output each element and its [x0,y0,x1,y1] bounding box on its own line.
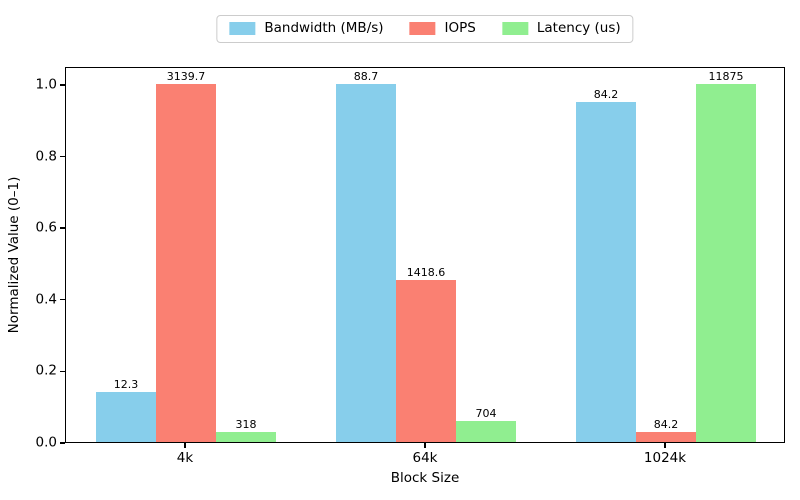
y-tick-label: 0.2 [35,362,57,379]
plot-area: 12.3 88.7 84.2 3139.7 1418.6 84.2 318 704 11875 [65,67,785,443]
y-axis-label: Normalized Value (0–1) [6,176,22,334]
x-tick-label-4k: 4k [176,450,194,466]
bar-latency-us-1024k [696,83,756,442]
x-axis-label: Block Size [390,470,460,486]
iops-swatch-icon [409,22,436,36]
bar-latency-us-4k [216,432,276,442]
y-tick-mark [60,84,65,86]
bar-value-label: 1418.6 [406,266,446,280]
y-tick-label: 0.8 [35,147,57,164]
y-tick-label: 0.6 [35,219,57,236]
bar-bandwidth-mb-s-64k [336,83,396,442]
x-tick-mark [184,443,186,448]
latency-swatch-icon [501,22,528,36]
bar-bandwidth-mb-s-1024k [576,102,636,442]
y-tick-mark [60,227,65,229]
y-tick-mark [60,155,65,158]
y-tick-mark [60,370,65,373]
bar-value-label: 84.2 [593,88,619,102]
bar-iops-1024k [636,432,696,442]
bar-value-label: 12.3 [113,378,139,392]
x-tick-mark [664,443,666,448]
x-tick-mark [424,443,426,448]
bandwidth-swatch-icon [229,22,256,36]
legend-label-latency: Latency (us) [536,20,621,36]
bar-value-label: 704 [475,406,497,420]
bar-iops-4k [156,83,216,442]
legend-label-bandwidth: Bandwidth (MB/s) [264,20,384,36]
y-tick-mark [60,442,65,444]
legend: Bandwidth (MB/s) IOPS Latency (us) [216,15,634,43]
bar-latency-us-64k [456,420,516,442]
x-tick-label-1024k: 1024k [643,450,687,466]
legend-item-latency: Latency (us) [501,20,621,36]
bar-value-label: 84.2 [653,418,679,432]
bar-iops-64k [396,280,456,442]
y-tick-label: 1.0 [35,76,57,93]
bar-bandwidth-mb-s-4k [96,392,156,442]
y-tick-label: 0.0 [35,434,57,451]
x-tick-label-64k: 64k [412,450,438,466]
bar-value-label: 11875 [708,69,744,83]
y-tick-label: 0.4 [35,291,57,307]
bar-value-label: 3139.7 [166,69,206,83]
y-tick-mark [60,299,65,301]
bar-value-label: 318 [235,418,257,432]
bar-value-label: 88.7 [353,69,379,83]
legend-label-iops: IOPS [444,20,476,36]
legend-item-iops: IOPS [409,20,476,36]
legend-item-bandwidth: Bandwidth (MB/s) [229,20,384,36]
